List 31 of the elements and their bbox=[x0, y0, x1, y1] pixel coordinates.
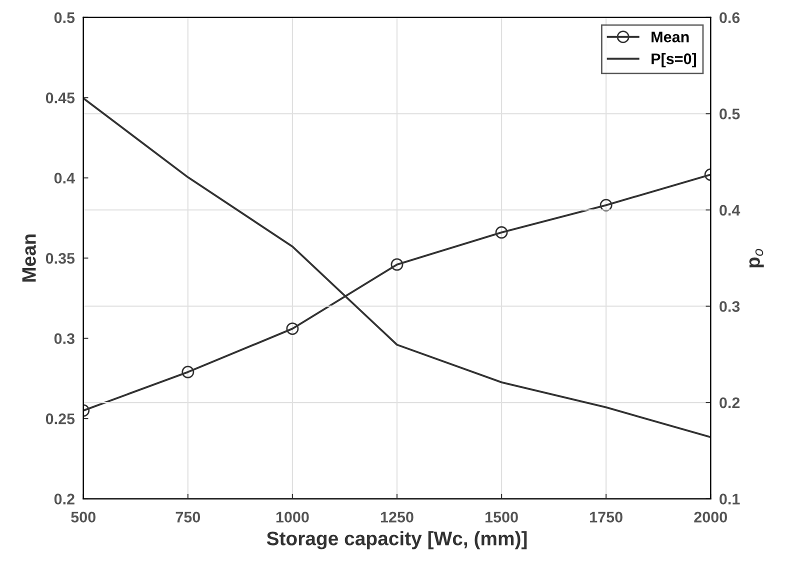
x-tick-label: 2000 bbox=[694, 512, 727, 523]
x-tick-label: 1500 bbox=[486, 512, 518, 523]
y-tick-label: 0.5 bbox=[54, 12, 75, 24]
x-tick-label: 500 bbox=[71, 512, 96, 523]
y-tick-label: 0.3 bbox=[54, 333, 74, 344]
y-tick-label: 0.45 bbox=[46, 92, 75, 104]
point bbox=[495, 226, 508, 239]
y-tick-label: 0.35 bbox=[46, 252, 75, 264]
y2-tick-label: 0.1 bbox=[720, 494, 740, 504]
y-tick-label: 0.2 bbox=[54, 494, 74, 504]
point bbox=[600, 198, 612, 212]
y2-axis-title: p$_{o}$ bbox=[749, 248, 764, 268]
x-tick-label: 750 bbox=[176, 512, 200, 523]
legend-label: Mean bbox=[652, 32, 689, 42]
y-axis-title: Mean bbox=[22, 234, 36, 282]
x-axis-title: Storage capacity [Wc, (mm)] bbox=[266, 531, 527, 550]
line-series bbox=[83, 97, 711, 438]
x-tick-label: 1000 bbox=[276, 512, 309, 523]
y2-tick-label: 0.2 bbox=[720, 397, 740, 408]
y2-tick-label: 0.3 bbox=[720, 301, 740, 312]
y-tick-label: 0.25 bbox=[46, 413, 75, 424]
y2-tick-label: 0.4 bbox=[720, 204, 740, 216]
point bbox=[390, 258, 404, 271]
point bbox=[286, 322, 299, 335]
point bbox=[182, 366, 194, 378]
y-tick-label: 0.4 bbox=[54, 172, 75, 184]
x-tick-label: 1250 bbox=[380, 512, 414, 523]
legend-label: P[s=0] bbox=[652, 53, 696, 68]
y2-tick-label: 0.6 bbox=[720, 12, 740, 24]
x-tick-label: 1750 bbox=[590, 512, 622, 523]
y2-tick-label: 0.5 bbox=[720, 108, 740, 120]
